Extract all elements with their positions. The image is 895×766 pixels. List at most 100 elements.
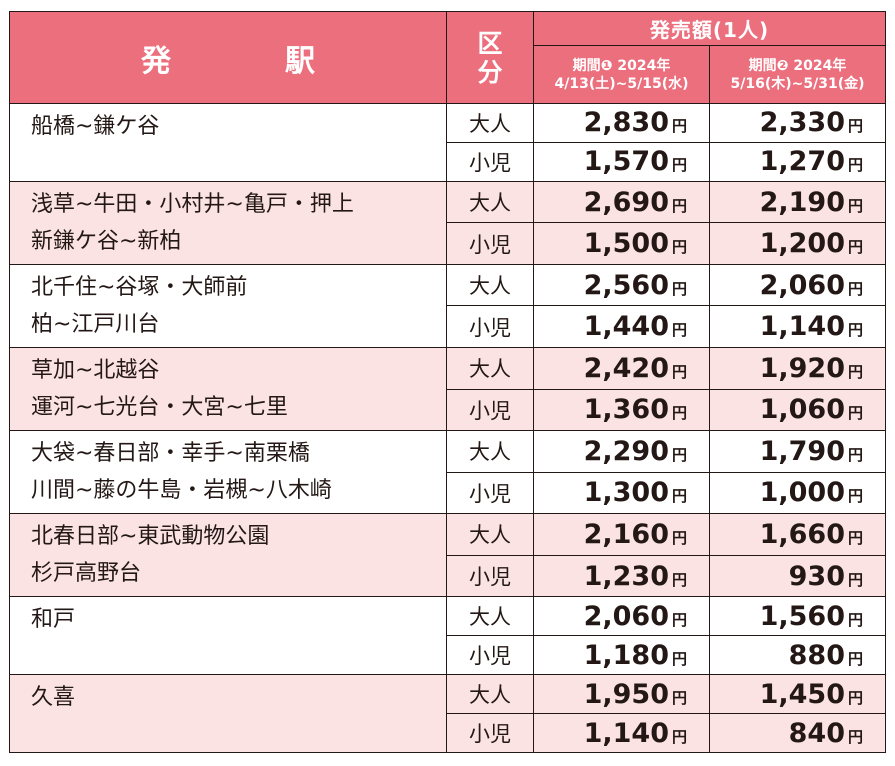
adult-price-period-2: 1,560 円 [708, 596, 887, 637]
fare-row-adult: 草加~北越谷 運河~七光台・大宮~七里 大人 2,420 円 1,920 円 [9, 346, 887, 432]
fare-row-adult: 大袋~春日部・幸手~南栗橋 川間~藤の牛島・岩槻~八木崎 大人 2,290 円 1,790… [9, 430, 887, 515]
station-range-line2: 柏~江戸川台 [31, 311, 160, 337]
station-range: 浅草~牛田・小村井~亀戸・押上 新鎌ケ谷~新柏 [9, 180, 447, 265]
adult-price-period-2: 2,060 円 [708, 263, 887, 307]
adult-price-period-1: 2,420 円 [533, 347, 710, 390]
yen-unit: 円 [671, 610, 687, 629]
header-station: 発 駅 [9, 11, 447, 104]
yen-unit: 円 [671, 688, 687, 707]
period-2-label: 期間❷ 2024年 [748, 57, 847, 74]
yen-unit: 円 [848, 445, 864, 464]
station-range-line2: 運河~七光台・大宮~七里 [31, 395, 288, 420]
child-price-period-1: 1,360 円 [533, 388, 710, 432]
station-range-line1: 草加~北越谷 [31, 358, 160, 383]
price-value: 2,690 [583, 186, 669, 218]
yen-unit: 円 [671, 321, 687, 340]
adult-label: 大人 [446, 430, 534, 473]
station-range: 久喜 [9, 674, 447, 753]
adult-price-period-1: 2,290 円 [533, 430, 710, 473]
yen-unit: 円 [848, 156, 864, 175]
yen-unit: 円 [848, 196, 864, 215]
fare-row-child: 小児 1,360 円 1,060 円 [10, 388, 887, 432]
yen-unit: 円 [848, 362, 864, 381]
adult-price-period-1: 2,560 円 [533, 263, 710, 307]
adult-price-period-2: 1,450 円 [708, 674, 887, 714]
price-value: 2,330 [759, 107, 845, 139]
price-value: 1,000 [759, 477, 845, 509]
child-price-period-2: 1,000 円 [708, 471, 887, 515]
fare-row-adult: 船橋~鎌ケ谷 大人 2,830 円 2,330 円 [9, 103, 887, 182]
child-price-period-1: 1,440 円 [533, 305, 710, 348]
station-range-line1: 和戸 [31, 607, 76, 633]
fare-table: 発 駅 区分 発売額(1人) 期間❶ 2024年 4/13(土)~5/15(水) … [9, 11, 887, 753]
child-price-period-1: 1,180 円 [533, 635, 710, 676]
price-value: 1,950 [583, 678, 669, 710]
price-value: 2,160 [583, 518, 669, 550]
price-value: 2,290 [583, 435, 669, 467]
adult-label: 大人 [446, 674, 534, 714]
price-value: 1,200 [759, 228, 845, 260]
adult-price-period-2: 1,660 円 [708, 513, 887, 556]
station-range-line1: 浅草~牛田・小村井~亀戸・押上 [31, 191, 354, 217]
yen-unit: 円 [671, 196, 687, 215]
price-value: 2,060 [759, 269, 845, 301]
child-price-period-1: 1,300 円 [533, 471, 710, 515]
header-period-2: 期間❷ 2024年 5/16(木)~5/31(金) [708, 45, 887, 104]
station-range-line2: 川間~藤の牛島・岩槻~八木崎 [31, 478, 332, 504]
adult-price-period-1: 2,830 円 [533, 103, 710, 143]
price-value: 840 [788, 717, 845, 749]
header-category: 区分 [446, 11, 534, 104]
price-value: 2,190 [759, 186, 845, 218]
adult-price-period-2: 2,190 円 [708, 180, 887, 224]
adult-price-period-2: 2,330 円 [708, 103, 887, 143]
fare-row-adult: 久喜 大人 1,950 円 1,450 円 [9, 674, 887, 753]
yen-unit: 円 [671, 117, 687, 136]
price-value: 1,270 [759, 146, 845, 178]
price-value: 880 [788, 639, 845, 671]
fare-row-adult: 北千住~谷塚・大師前 柏~江戸川台 大人 2,560 円 2,060 円 [9, 263, 887, 349]
adult-price-period-1: 2,060 円 [533, 596, 710, 637]
child-label: 小児 [446, 305, 534, 348]
station-range: 和戸 [9, 596, 447, 676]
period-2-dates: 5/16(木)~5/31(金) [730, 75, 865, 92]
price-value: 1,790 [759, 435, 845, 467]
yen-unit: 円 [848, 404, 864, 423]
price-value: 2,420 [583, 352, 669, 384]
price-value: 1,060 [759, 394, 845, 426]
price-value: 1,660 [759, 518, 845, 550]
period-1-dates: 4/13(土)~5/15(水) [554, 75, 689, 92]
price-value: 1,180 [583, 639, 669, 671]
yen-unit: 円 [671, 238, 687, 257]
fare-row-child: 小児 1,570 円 1,270 円 [10, 141, 887, 182]
yen-unit: 円 [671, 156, 687, 175]
child-label: 小児 [446, 388, 534, 432]
child-price-period-2: 930 円 [708, 554, 887, 598]
price-value: 1,450 [759, 678, 845, 710]
yen-unit: 円 [848, 321, 864, 340]
child-price-period-2: 1,270 円 [708, 141, 887, 182]
price-value: 1,140 [583, 717, 669, 749]
station-range-line2: 杉戸高野台 [31, 561, 142, 587]
price-value: 1,560 [759, 600, 845, 632]
child-label: 小児 [446, 471, 534, 515]
header-category-line2: 分 [477, 57, 503, 87]
child-label: 小児 [446, 554, 534, 598]
yen-unit: 円 [848, 727, 864, 746]
header-period-1: 期間❶ 2024年 4/13(土)~5/15(水) [533, 45, 710, 104]
price-value: 1,920 [759, 352, 845, 384]
station-range: 北春日部~東武動物公園 杉戸高野台 [9, 513, 447, 598]
yen-unit: 円 [848, 688, 864, 707]
station-range: 北千住~谷塚・大師前 柏~江戸川台 [9, 263, 447, 349]
header-category-line1: 区 [477, 28, 503, 58]
adult-label: 大人 [446, 596, 534, 637]
fare-row-child: 小児 1,300 円 1,000 円 [10, 471, 887, 515]
yen-unit: 円 [671, 279, 687, 298]
child-price-period-1: 1,140 円 [533, 713, 710, 753]
child-price-period-1: 1,500 円 [533, 222, 710, 265]
price-value: 2,560 [583, 269, 669, 301]
adult-price-period-2: 1,790 円 [708, 430, 887, 473]
station-range-line1: 大袋~春日部・幸手~南栗橋 [31, 441, 310, 467]
yen-unit: 円 [671, 445, 687, 464]
child-label: 小児 [446, 635, 534, 676]
price-value: 2,830 [583, 107, 669, 139]
